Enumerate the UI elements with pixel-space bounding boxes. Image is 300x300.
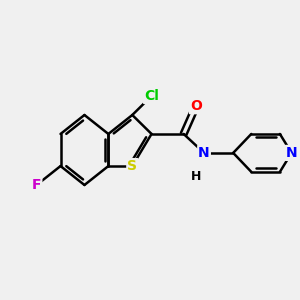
Text: Cl: Cl: [144, 89, 159, 103]
Text: F: F: [32, 178, 41, 192]
Text: S: S: [127, 159, 137, 173]
Text: H: H: [191, 170, 201, 183]
Text: N: N: [198, 146, 210, 160]
Text: N: N: [286, 146, 297, 160]
Text: O: O: [190, 99, 202, 113]
